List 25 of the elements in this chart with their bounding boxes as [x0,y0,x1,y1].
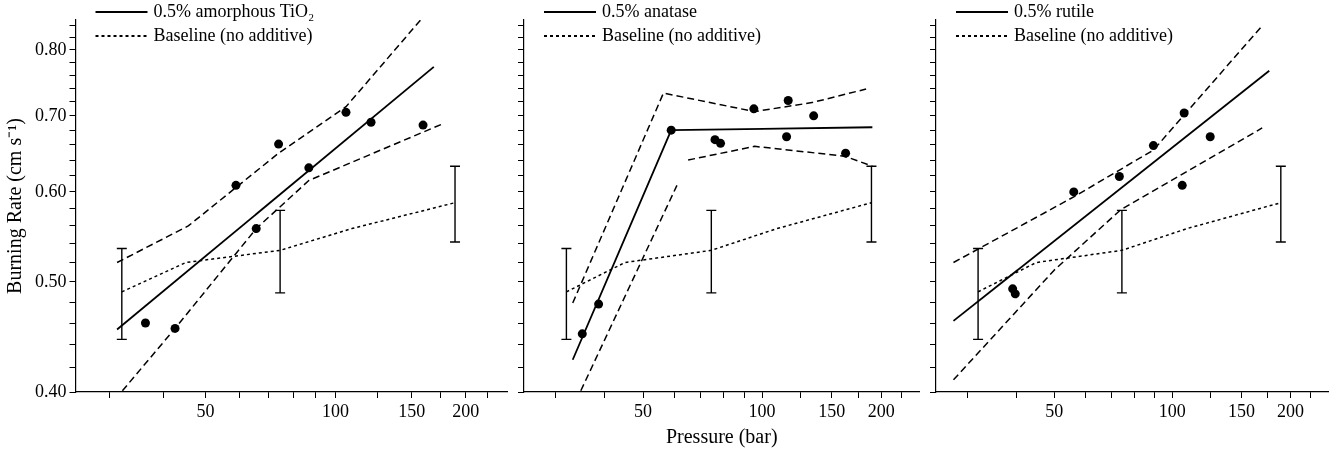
x-tick-label: 150 [398,400,426,421]
legend-label: Baseline (no additive) [602,24,761,46]
legend-label: 0.5% amorphous TiO₂ [153,0,315,21]
x-tick-label: 50 [196,400,215,421]
y-tick-label: 0.80 [35,38,67,59]
x-tick-label: 200 [1276,400,1304,421]
x-tick-label: 100 [1158,400,1186,421]
legend-label: 0.5% anatase [602,0,697,21]
legend-label: 0.5% rutile [1014,0,1094,21]
x-axis-title: Pressure (bar) [665,425,778,449]
x-tick-label: 100 [748,400,776,421]
legend-label: Baseline (no additive) [153,24,313,46]
x-tick-label: 50 [1045,400,1064,421]
x-tick-label: 50 [634,400,653,421]
y-tick-label: 0.60 [35,180,67,201]
y-tick-label: 0.50 [35,270,67,291]
x-tick-label: 200 [452,400,480,421]
x-tick-label: 150 [1227,400,1255,421]
y-tick-label: 0.70 [35,104,67,125]
x-tick-label: 150 [818,400,846,421]
x-tick-label: 200 [867,400,895,421]
y-axis-title: Burning Rate (cm s⁻¹) [3,118,27,294]
y-tick-label: 0.40 [35,380,67,401]
legend-label: Baseline (no additive) [1014,24,1173,46]
x-tick-label: 100 [322,400,350,421]
